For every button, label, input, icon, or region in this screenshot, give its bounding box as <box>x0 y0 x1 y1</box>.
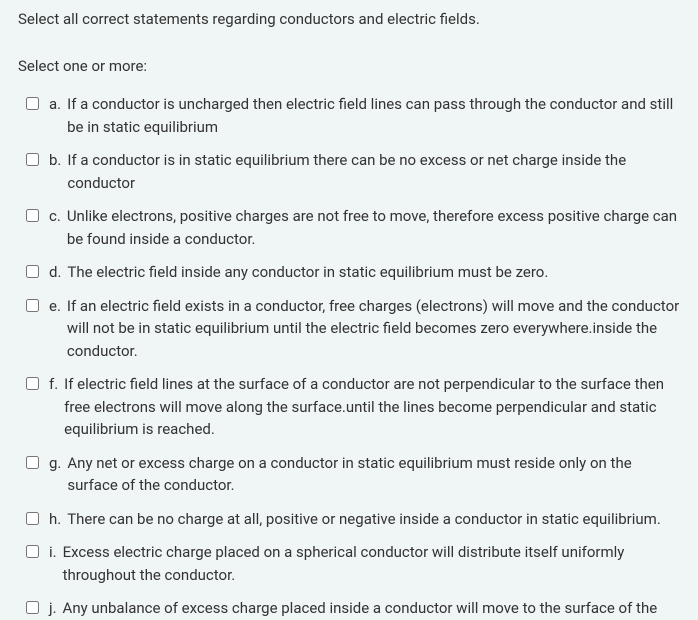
option-checkbox-a[interactable] <box>26 97 39 110</box>
option-checkbox-c[interactable] <box>26 209 39 222</box>
option-label: c. Unlike electrons, positive charges are… <box>49 205 680 250</box>
option-label: f. If electric field lines at the surface… <box>49 373 680 441</box>
option-label: h. There can be no charge at all, positiv… <box>49 508 680 531</box>
option-checkbox-i[interactable] <box>26 545 39 558</box>
option-label: b. If a conductor is in static equilibriu… <box>49 149 680 194</box>
option-checkbox-b[interactable] <box>26 153 39 166</box>
options-list: a. If a conductor is uncharged then elect… <box>18 93 680 620</box>
option-text: There can be no charge at all, positive … <box>67 508 680 531</box>
option-text: If an electric field exists in a conduct… <box>67 295 680 363</box>
option-g: g. Any net or excess charge on a conducto… <box>18 452 680 497</box>
option-letter: j. <box>49 597 57 620</box>
option-text: If a conductor is in static equilibrium … <box>67 149 680 194</box>
option-checkbox-d[interactable] <box>26 265 39 278</box>
option-text: The electric field inside any conductor … <box>67 261 680 284</box>
option-checkbox-e[interactable] <box>26 299 39 312</box>
option-j: j. Any unbalance of excess charge placed … <box>18 597 680 620</box>
option-label: g. Any net or excess charge on a conducto… <box>49 452 680 497</box>
option-letter: e. <box>49 295 61 318</box>
option-h: h. There can be no charge at all, positiv… <box>18 508 680 531</box>
option-letter: f. <box>49 373 58 396</box>
option-text: Unlike electrons, positive charges are n… <box>67 205 680 250</box>
option-text: Any net or excess charge on a conductor … <box>67 452 680 497</box>
option-d: d. The electric field inside any conducto… <box>18 261 680 284</box>
option-label: a. If a conductor is uncharged then elect… <box>49 93 680 138</box>
option-b: b. If a conductor is in static equilibriu… <box>18 149 680 194</box>
option-letter: i. <box>49 541 57 564</box>
option-e: e. If an electric field exists in a condu… <box>18 295 680 363</box>
option-text: If electric field lines at the surface o… <box>64 373 680 441</box>
option-i: i. Excess electric charge placed on a sph… <box>18 541 680 586</box>
option-letter: h. <box>49 508 61 531</box>
option-letter: d. <box>49 261 61 284</box>
option-label: e. If an electric field exists in a condu… <box>49 295 680 363</box>
option-checkbox-f[interactable] <box>26 377 39 390</box>
option-a: a. If a conductor is uncharged then elect… <box>18 93 680 138</box>
option-checkbox-j[interactable] <box>26 601 39 614</box>
select-prompt: Select one or more: <box>18 55 680 78</box>
option-text: Any unbalance of excess charge placed in… <box>63 597 680 620</box>
option-c: c. Unlike electrons, positive charges are… <box>18 205 680 250</box>
option-letter: c. <box>49 205 61 228</box>
question-text: Select all correct statements regarding … <box>18 8 680 31</box>
option-text: Excess electric charge placed on a spher… <box>63 541 680 586</box>
option-checkbox-h[interactable] <box>26 512 39 525</box>
option-label: d. The electric field inside any conducto… <box>49 261 680 284</box>
option-label: i. Excess electric charge placed on a sph… <box>49 541 680 586</box>
option-letter: a. <box>49 93 61 116</box>
option-text: If a conductor is uncharged then electri… <box>67 93 680 138</box>
option-letter: b. <box>49 149 61 172</box>
option-letter: g. <box>49 452 61 475</box>
option-f: f. If electric field lines at the surface… <box>18 373 680 441</box>
option-checkbox-g[interactable] <box>26 456 39 469</box>
option-label: j. Any unbalance of excess charge placed … <box>49 597 680 620</box>
